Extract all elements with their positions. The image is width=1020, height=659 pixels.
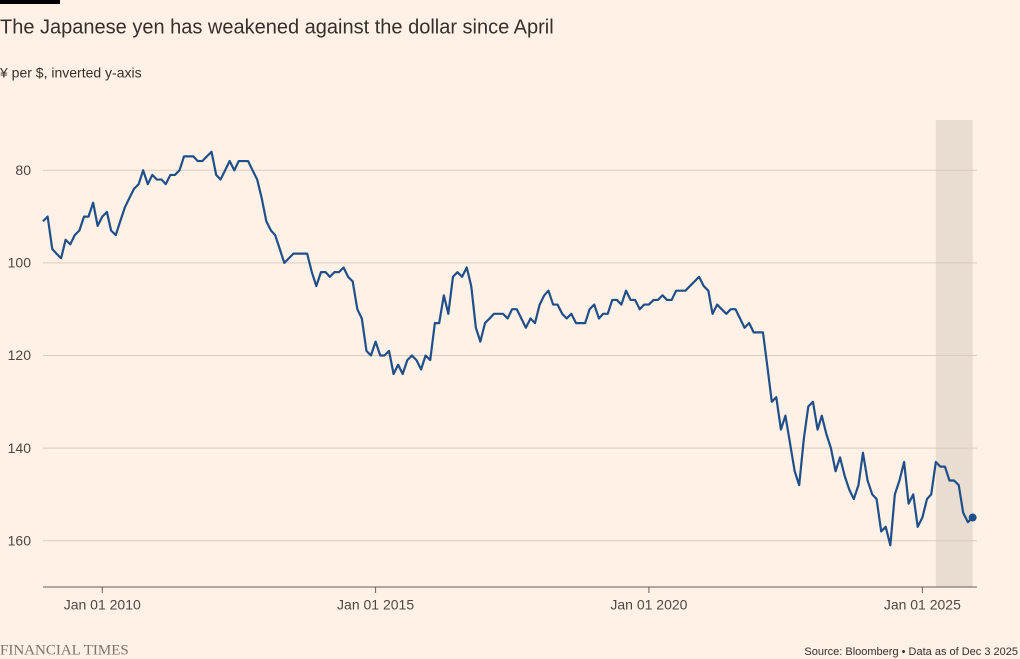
brand-bar bbox=[0, 0, 60, 4]
source: Source: Bloomberg • Data as of Dec 3 202… bbox=[804, 646, 1018, 658]
x-tick-label: Jan 01 2015 bbox=[337, 597, 414, 613]
x-tick-label: Jan 01 2020 bbox=[610, 597, 687, 613]
y-tick-label: 160 bbox=[8, 532, 32, 548]
y-tick-label: 120 bbox=[8, 347, 32, 363]
x-tick-label: Jan 01 2025 bbox=[884, 597, 961, 613]
brand: FINANCIAL TIMES bbox=[0, 642, 129, 658]
series-line bbox=[42, 150, 974, 547]
y-tick-label: 80 bbox=[15, 162, 31, 178]
x-tick-label: Jan 01 2010 bbox=[64, 597, 141, 613]
chart-subtitle: ¥ per $, inverted y-axis bbox=[0, 65, 142, 81]
chart-title: The Japanese yen has weakened against th… bbox=[0, 16, 554, 38]
y-tick-label: 140 bbox=[8, 440, 32, 456]
highlight-band bbox=[935, 120, 973, 587]
end-point bbox=[968, 513, 977, 522]
y-tick-label: 100 bbox=[8, 255, 32, 271]
